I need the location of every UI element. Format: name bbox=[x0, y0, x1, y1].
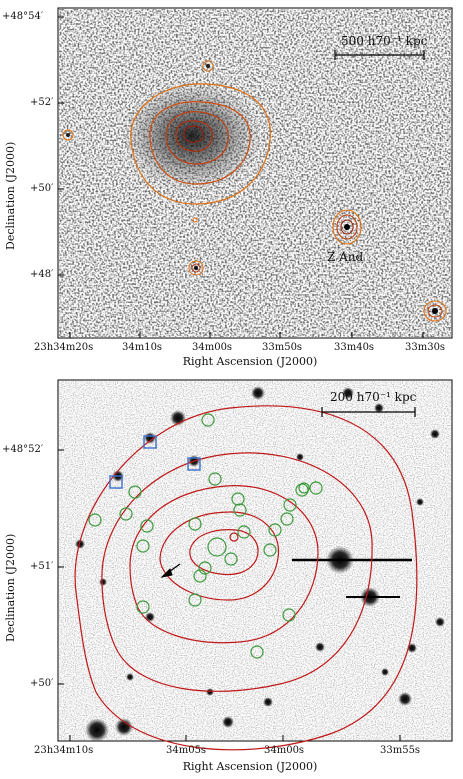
bottom-xtick-3: 33m55s bbox=[380, 745, 421, 756]
top-xtick-2: 34m00s bbox=[192, 342, 233, 353]
cluster-emission bbox=[122, 81, 262, 191]
zand-label: Z And bbox=[327, 250, 364, 264]
bottom-stars bbox=[75, 386, 445, 742]
top-xaxis-label: Right Ascension (J2000) bbox=[182, 355, 318, 368]
bottom-yaxis-label: Declination (J2000) bbox=[4, 533, 17, 642]
top-point-sources bbox=[62, 60, 447, 322]
bottom-ytick-2: +50′ bbox=[30, 678, 54, 689]
blue-square-markers bbox=[109, 435, 201, 489]
top-xtick-4: 33m40s bbox=[334, 342, 375, 353]
bottom-xtick-2: 34m00s bbox=[264, 745, 305, 756]
arrow-marker bbox=[160, 563, 181, 578]
star-spikes bbox=[292, 558, 412, 598]
bottom-xtick-1: 34m05s bbox=[166, 745, 207, 756]
bottom-scale-label: 200 h70⁻¹ kpc bbox=[330, 390, 417, 404]
top-image bbox=[57, 7, 453, 339]
bottom-xtick-0: 23h34m10s bbox=[34, 745, 94, 756]
top-ytick-0: +48°54′ bbox=[2, 11, 44, 22]
member-galaxy-circles bbox=[88, 413, 323, 659]
top-ytick-3: +48′ bbox=[30, 269, 54, 280]
top-xtick-1: 34m10s bbox=[122, 342, 163, 353]
top-xtick-0: 23h34m20s bbox=[34, 342, 94, 353]
bottom-xaxis-label: Right Ascension (J2000) bbox=[182, 760, 318, 773]
top-scale-bar bbox=[334, 50, 425, 60]
top-ytick-1: +52′ bbox=[30, 97, 54, 108]
top-contours bbox=[130, 83, 271, 205]
bottom-image bbox=[57, 379, 453, 751]
bottom-ytick-1: +51′ bbox=[30, 561, 54, 572]
top-xtick-3: 33m50s bbox=[262, 342, 303, 353]
top-yaxis-label: Declination (J2000) bbox=[4, 141, 17, 250]
bottom-scale-bar bbox=[321, 407, 416, 417]
bottom-panel: 200 h70⁻¹ kpc +48°52′ +51′ +50′ 23h34m10… bbox=[0, 372, 463, 779]
top-noise-texture bbox=[59, 9, 451, 337]
top-ytick-2: +50′ bbox=[30, 183, 54, 194]
top-panel: 500 h70⁻¹ kpc Z And +48°54′ +52′ +50′ +4… bbox=[0, 0, 463, 372]
top-xtick-5: 33m30s bbox=[405, 342, 446, 353]
top-scale-label: 500 h70⁻¹ kpc bbox=[341, 34, 428, 48]
bottom-ytick-0: +48°52′ bbox=[2, 444, 44, 455]
